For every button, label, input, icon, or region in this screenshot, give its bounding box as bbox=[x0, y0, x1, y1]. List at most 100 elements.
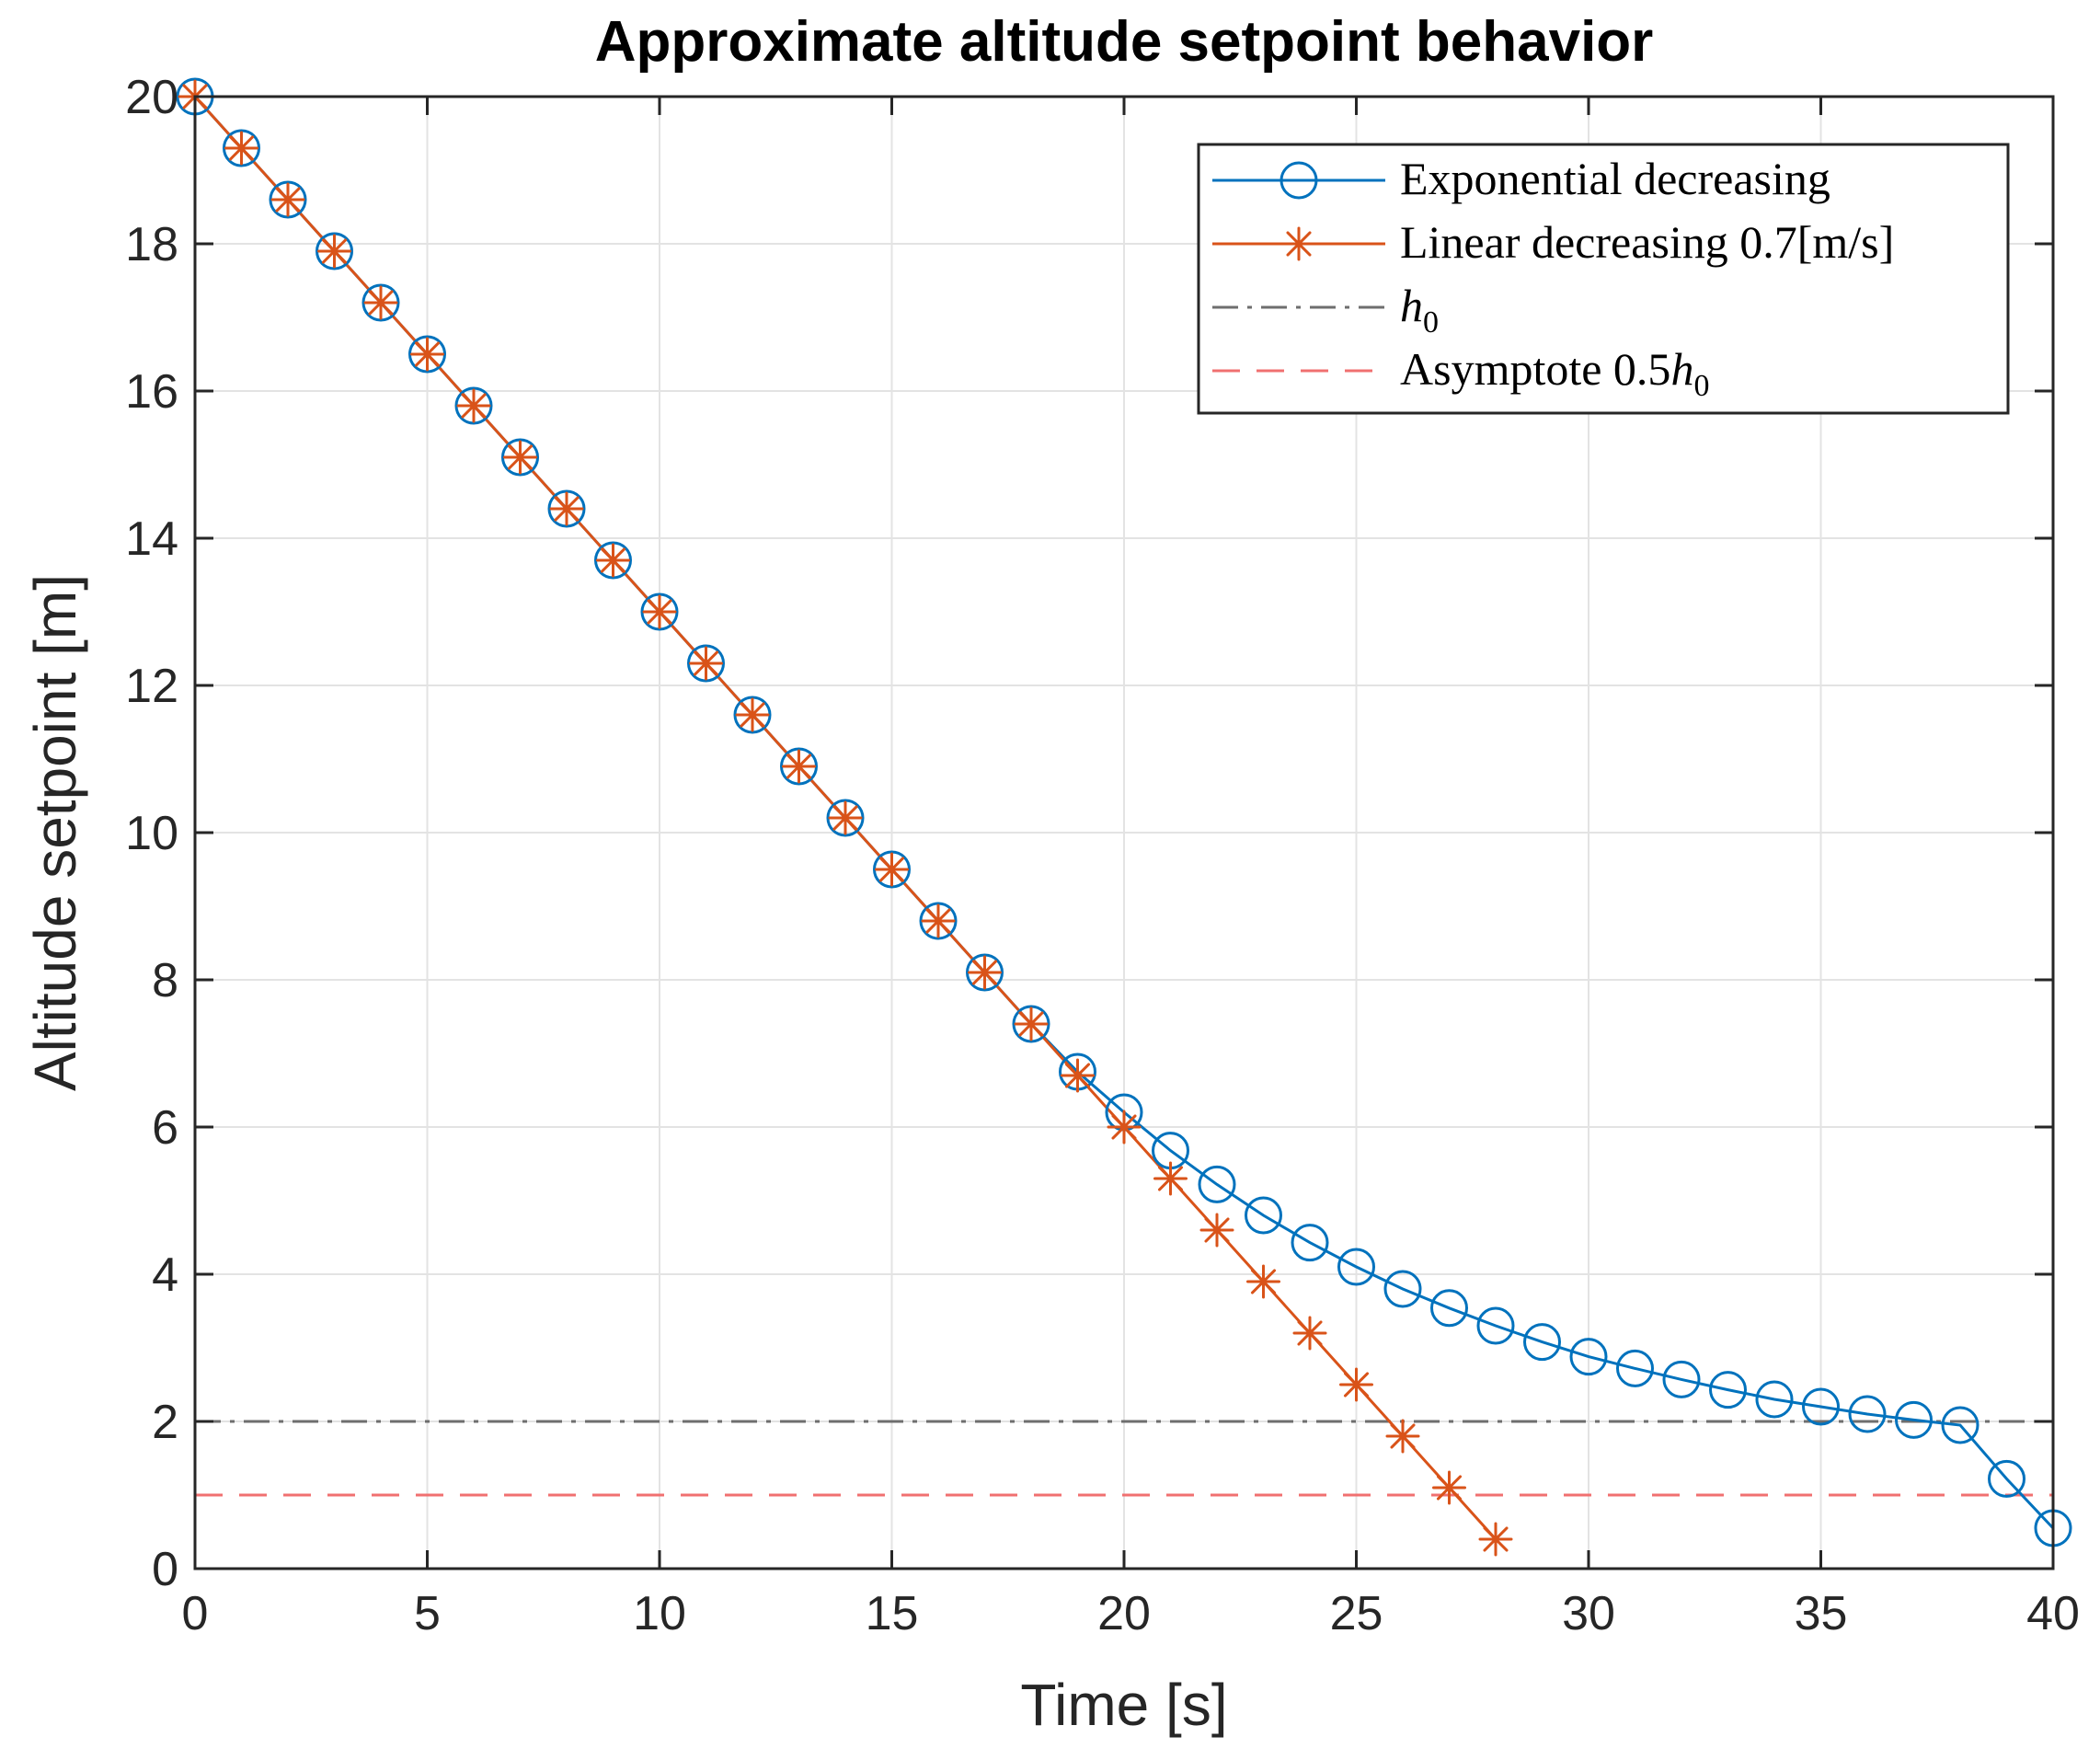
exponential-point bbox=[1662, 1360, 1701, 1398]
exponential-point bbox=[733, 696, 772, 734]
legend-marker-linear bbox=[1281, 226, 1316, 261]
linear-point bbox=[735, 697, 770, 732]
x-tick-label: 0 bbox=[182, 1587, 209, 1640]
legend-label-asymptote: Asymptote 0.5h0 bbox=[1400, 343, 1709, 403]
asterisk-stroke bbox=[1390, 1423, 1416, 1449]
linear-point bbox=[224, 131, 258, 166]
y-tick-label: 4 bbox=[152, 1248, 178, 1302]
asterisk-stroke bbox=[693, 650, 719, 676]
asterisk-stroke bbox=[414, 341, 441, 367]
exponential-point bbox=[919, 902, 958, 940]
asterisk-stroke bbox=[1286, 231, 1312, 257]
legend-marker-exponential bbox=[1280, 161, 1318, 200]
exponential-point bbox=[1383, 1270, 1422, 1308]
asterisk-stroke bbox=[740, 702, 765, 728]
exponential-point bbox=[1523, 1323, 1561, 1362]
exponential-point bbox=[1569, 1338, 1608, 1376]
asterisk-stroke bbox=[878, 857, 905, 882]
x-axis-label: Time [s] bbox=[1020, 1672, 1227, 1738]
exponential-point bbox=[1337, 1248, 1375, 1286]
x-tick-label: 5 bbox=[414, 1587, 441, 1640]
linear-point bbox=[1153, 1161, 1188, 1196]
linear-point bbox=[363, 285, 398, 320]
x-tick-label: 35 bbox=[1795, 1587, 1848, 1640]
linear-point bbox=[1432, 1470, 1466, 1505]
linear-point bbox=[456, 388, 491, 423]
exponential-point bbox=[1476, 1306, 1515, 1345]
y-axis-label: Altitude setpoint [m] bbox=[22, 574, 88, 1091]
x-tick-label: 30 bbox=[1562, 1587, 1615, 1640]
asterisk-stroke bbox=[275, 187, 301, 213]
linear-point bbox=[1246, 1264, 1280, 1299]
asterisk-stroke bbox=[1297, 1320, 1323, 1346]
legend-box bbox=[1197, 143, 2010, 415]
exponential-point bbox=[501, 438, 539, 477]
linear-point bbox=[1339, 1367, 1373, 1402]
linear-point bbox=[1385, 1419, 1420, 1454]
x-tick-label: 25 bbox=[1330, 1587, 1383, 1640]
asterisk-stroke bbox=[368, 290, 394, 316]
linear-point bbox=[921, 903, 956, 938]
linear-point bbox=[596, 543, 630, 578]
exponential-point bbox=[1802, 1387, 1840, 1426]
legend-asterisk-glyph bbox=[1281, 226, 1316, 261]
exponential-point bbox=[1709, 1371, 1747, 1409]
legend-label-h0: h0 bbox=[1400, 280, 1439, 339]
exponential-point bbox=[1895, 1400, 1933, 1439]
x-tick-label: 20 bbox=[1097, 1587, 1151, 1640]
asterisk-stroke bbox=[507, 444, 534, 470]
reference-lines bbox=[195, 1420, 2053, 1497]
legend-label-exponential: Exponential decreasing bbox=[1400, 153, 1830, 204]
exponential-point bbox=[1755, 1380, 1794, 1419]
ticks: 0 5 10 15 20 25 30 35 40 0 2 4 6 8 10 12 14 16 18 20 bbox=[125, 71, 2080, 1640]
exponential-point bbox=[873, 850, 911, 889]
exponential-point bbox=[826, 799, 865, 837]
asterisk-stroke bbox=[832, 805, 858, 831]
asterisk-stroke bbox=[1111, 1114, 1137, 1140]
y-tick-label: 10 bbox=[125, 807, 178, 860]
linear-point bbox=[1061, 1058, 1095, 1093]
asterisk-stroke bbox=[1436, 1475, 1463, 1501]
exponential-point bbox=[640, 592, 679, 631]
legend-h0-subscript: 0 bbox=[1423, 305, 1439, 339]
exponential-point bbox=[1988, 1459, 2025, 1498]
exponential-point bbox=[966, 953, 1004, 992]
exponential-point bbox=[1430, 1289, 1468, 1328]
linear-point bbox=[828, 800, 863, 835]
asterisk-stroke bbox=[228, 135, 255, 161]
linear-point bbox=[1292, 1316, 1327, 1351]
legend-asymptote-text: Asymptote 0.5 bbox=[1400, 343, 1670, 395]
asterisk-stroke bbox=[1483, 1526, 1509, 1552]
exponential-point bbox=[223, 129, 260, 167]
y-tick-label: 2 bbox=[152, 1396, 178, 1449]
linear-point bbox=[1014, 1007, 1049, 1041]
exponential-point bbox=[408, 335, 446, 374]
exponential-point bbox=[1616, 1349, 1654, 1387]
exponential-point bbox=[269, 180, 307, 219]
linear-point bbox=[410, 337, 444, 372]
exponential-point bbox=[454, 386, 493, 425]
linear-point bbox=[782, 749, 816, 784]
y-tick-label: 18 bbox=[125, 218, 178, 271]
linear-point bbox=[968, 955, 1002, 990]
exponential-point bbox=[780, 747, 818, 786]
y-tick-label: 8 bbox=[152, 954, 178, 1007]
exponential-point bbox=[1941, 1406, 1980, 1444]
asterisk-stroke bbox=[1343, 1372, 1370, 1398]
exponential-point bbox=[687, 644, 725, 683]
exponential-point bbox=[1291, 1224, 1329, 1262]
y-tick-label: 0 bbox=[152, 1543, 178, 1596]
y-tick-label: 20 bbox=[125, 71, 178, 124]
asterisk-stroke bbox=[554, 496, 580, 522]
asterisk-stroke bbox=[461, 393, 487, 419]
asterisk-stroke bbox=[1064, 1063, 1091, 1088]
exponential-point bbox=[1012, 1005, 1050, 1043]
asterisk-stroke bbox=[1018, 1011, 1044, 1037]
linear-point bbox=[1107, 1110, 1142, 1145]
legend-label-linear: Linear decreasing 0.7[m/s] bbox=[1400, 216, 1894, 268]
x-tick-label: 15 bbox=[866, 1587, 919, 1640]
y-tick-label: 14 bbox=[125, 512, 178, 566]
markers bbox=[176, 77, 2072, 1557]
x-tick-label: 40 bbox=[2026, 1587, 2080, 1640]
